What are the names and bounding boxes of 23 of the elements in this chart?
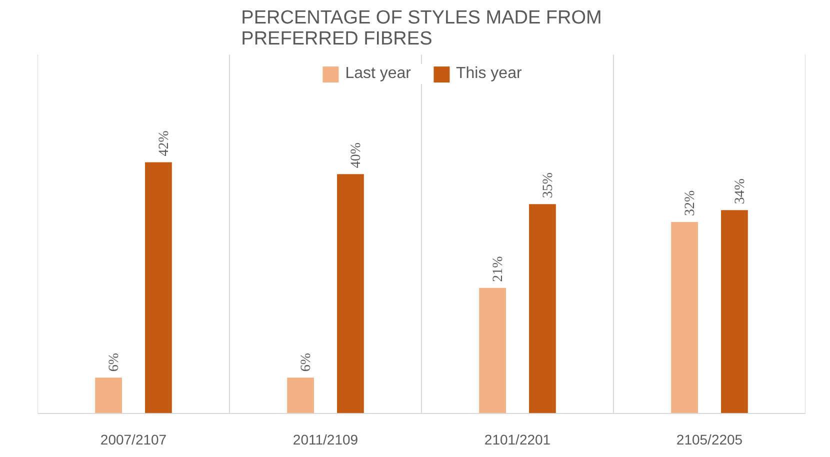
bar <box>337 174 364 414</box>
x-tick-label: 2105/2205 <box>676 432 743 448</box>
data-label: 6% <box>107 352 122 372</box>
legend-label: This year <box>456 65 522 83</box>
legend-label: Last year <box>345 65 412 83</box>
bar <box>529 204 556 414</box>
bar <box>287 378 314 414</box>
bar <box>721 210 748 414</box>
x-tick-label: 2101/2201 <box>484 432 551 448</box>
x-tick-label: 2011/2109 <box>292 432 358 448</box>
chart-title: PERCENTAGE OF STYLES MADE FROM PREFERRED FIBRES <box>241 8 602 50</box>
bar <box>145 162 172 414</box>
data-label: 35% <box>540 172 556 198</box>
data-label: 32% <box>683 190 698 216</box>
data-label: 21% <box>491 256 506 282</box>
data-label: 6% <box>299 352 314 372</box>
bar <box>479 288 506 414</box>
bar <box>671 222 698 414</box>
data-label: 40% <box>348 142 364 168</box>
bar <box>95 378 122 414</box>
x-tick-label: 2007/2107 <box>100 432 167 448</box>
data-label: 42% <box>156 130 172 156</box>
data-label: 34% <box>732 178 748 204</box>
